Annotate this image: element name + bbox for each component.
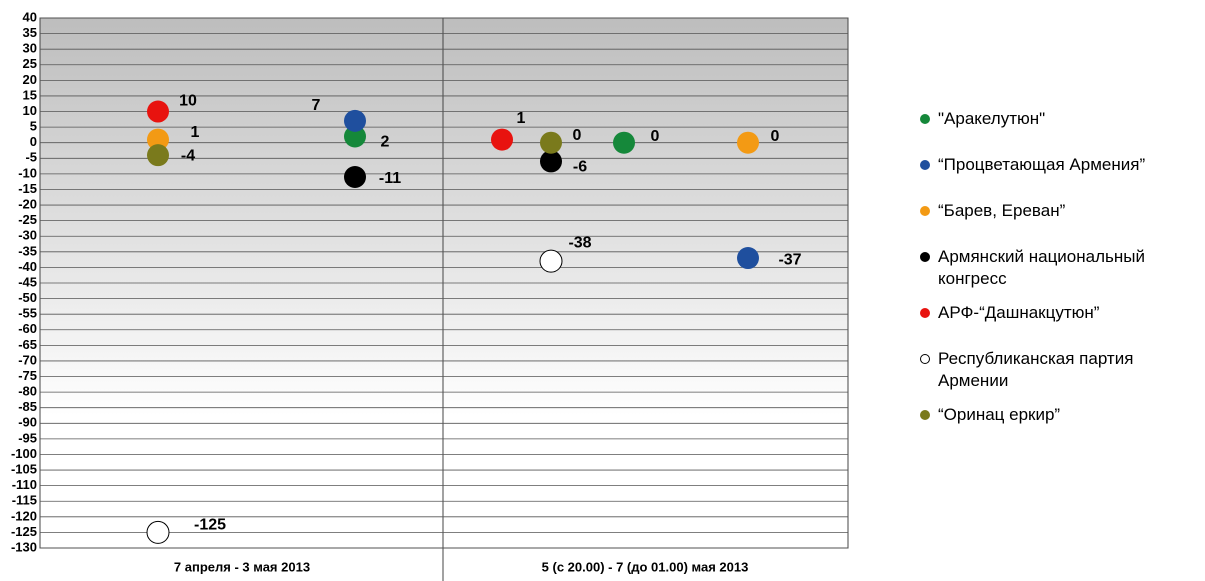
- legend-item: "Аракелутюн": [920, 108, 1205, 154]
- y-tick-label: -95: [18, 430, 37, 445]
- y-tick-label: -80: [18, 384, 37, 399]
- legend-label: АРФ-“Дашнакцутюн”: [938, 303, 1100, 322]
- legend-item: Республиканская партия Армении: [920, 348, 1205, 404]
- legend-swatch: [920, 114, 930, 124]
- y-tick-label: 20: [23, 72, 37, 87]
- y-tick-label: -40: [18, 259, 37, 274]
- y-tick-label: -20: [18, 196, 37, 211]
- legend-item: “Оринац еркир”: [920, 404, 1205, 450]
- data-point: [491, 128, 513, 151]
- y-tick-label: -110: [12, 477, 37, 492]
- data-point: [147, 128, 169, 151]
- y-tick-label: 10: [23, 103, 37, 118]
- data-label: -38: [568, 234, 591, 251]
- data-label: 0: [771, 128, 780, 145]
- legend-item: “Процветающая Армения”: [920, 154, 1205, 200]
- data-label: 0: [573, 127, 582, 144]
- y-tick-label: -85: [18, 399, 37, 414]
- y-tick-label: 15: [23, 87, 37, 102]
- data-label: 7: [312, 97, 321, 114]
- legend-item: Армянский национальный конгресс: [920, 246, 1205, 302]
- data-label: 1: [191, 124, 200, 141]
- y-tick-label: -130: [11, 539, 37, 554]
- y-tick-label: -15: [18, 181, 37, 196]
- y-tick-label: -60: [18, 321, 37, 336]
- legend-label: Армянский национальный конгресс: [938, 247, 1145, 288]
- data-label: -125: [194, 517, 226, 534]
- legend-swatch: [920, 410, 930, 420]
- data-point: [540, 150, 562, 173]
- legend-label: "Аракелутюн": [938, 109, 1046, 128]
- y-tick-label: -5: [25, 150, 37, 165]
- legend-swatch: [920, 252, 930, 262]
- data-point: [737, 131, 759, 154]
- y-tick-label: -125: [11, 524, 37, 539]
- legend-item: “Барев, Ереван”: [920, 200, 1205, 246]
- data-point: [146, 520, 170, 544]
- y-tick-label: -65: [18, 337, 37, 352]
- y-tick-label: 5: [30, 119, 37, 134]
- data-point: [147, 144, 169, 167]
- legend-swatch: [920, 354, 930, 364]
- data-label: -37: [778, 251, 801, 268]
- y-tick-label: 30: [23, 41, 37, 56]
- y-tick-label: -70: [18, 352, 37, 367]
- data-point: [344, 109, 366, 132]
- data-label: 1: [517, 110, 526, 127]
- y-tick-label: 25: [23, 56, 37, 71]
- data-point: [344, 125, 366, 148]
- data-point: [613, 131, 635, 154]
- y-tick-label: -10: [18, 165, 37, 180]
- y-tick-label: 35: [23, 25, 37, 40]
- y-tick-label: -30: [18, 228, 37, 243]
- legend-swatch: [920, 206, 930, 216]
- y-tick-label: -50: [18, 290, 37, 305]
- data-point: [147, 100, 169, 123]
- y-tick-label: -105: [11, 461, 37, 476]
- data-label: -4: [181, 147, 195, 164]
- y-tick-label: 40: [23, 9, 37, 24]
- y-tick-label: -115: [12, 493, 37, 508]
- y-tick-label: -55: [18, 306, 37, 321]
- y-tick-label: 0: [30, 134, 37, 149]
- data-label: 0: [651, 128, 660, 145]
- y-tick-label: -100: [11, 446, 37, 461]
- data-label: 10: [179, 93, 197, 110]
- legend-item: АРФ-“Дашнакцутюн”: [920, 302, 1205, 348]
- data-point: [344, 166, 366, 188]
- y-tick-label: -120: [11, 508, 37, 523]
- legend-label: “Барев, Ереван”: [938, 201, 1066, 220]
- legend: "Аракелутюн" “Процветающая Армения” “Барев…: [920, 108, 1205, 450]
- y-tick-label: -75: [18, 368, 37, 383]
- legend-label: “Оринац еркир”: [938, 405, 1061, 424]
- data-point: [539, 249, 563, 273]
- data-label: -6: [573, 159, 587, 176]
- data-label: 2: [381, 134, 390, 151]
- data-point: [737, 247, 759, 270]
- x-category-label: 5 (с 20.00) - 7 (до 01.00) мая 2013: [542, 559, 749, 574]
- legend-label: Республиканская партия Армении: [938, 349, 1134, 390]
- y-tick-label: -25: [18, 212, 37, 227]
- y-tick-label: -45: [18, 274, 37, 289]
- legend-label: “Процветающая Армения”: [938, 155, 1146, 174]
- legend-swatch: [920, 160, 930, 170]
- y-tick-label: -90: [18, 415, 37, 430]
- legend-swatch: [920, 308, 930, 318]
- y-tick-label: -35: [18, 243, 37, 258]
- x-category-label: 7 апреля - 3 мая 2013: [174, 559, 310, 574]
- data-point: [540, 131, 562, 154]
- data-label: -11: [379, 170, 401, 187]
